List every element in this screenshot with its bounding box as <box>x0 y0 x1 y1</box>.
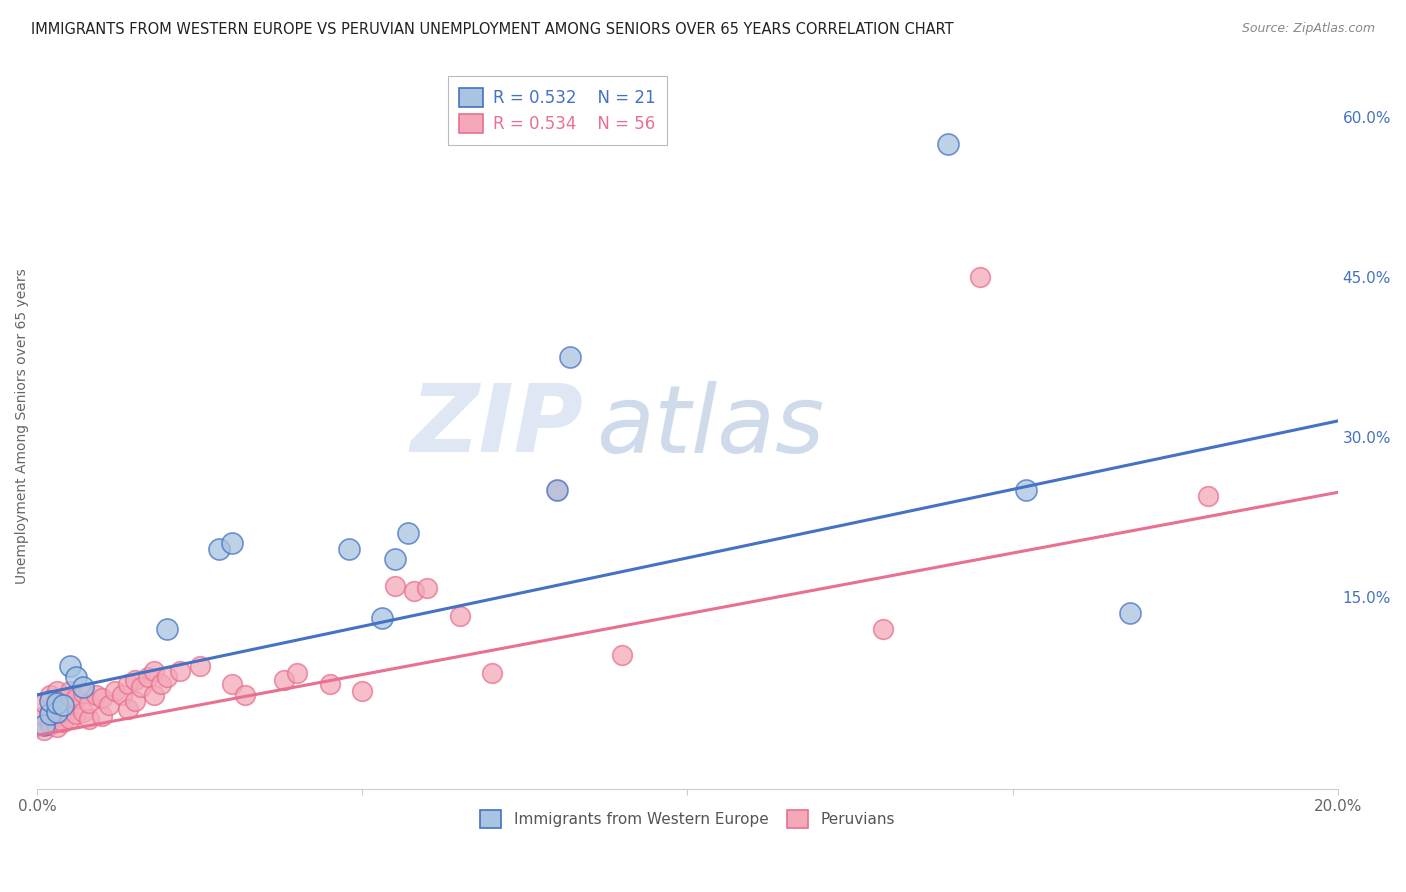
Point <box>143 665 166 679</box>
Text: IMMIGRANTS FROM WESTERN EUROPE VS PERUVIAN UNEMPLOYMENT AMONG SENIORS OVER 65 YE: IMMIGRANTS FROM WESTERN EUROPE VS PERUVI… <box>31 22 953 37</box>
Legend: Immigrants from Western Europe, Peruvians: Immigrants from Western Europe, Peruvian… <box>472 802 903 835</box>
Point <box>319 677 342 691</box>
Point <box>273 673 295 687</box>
Point <box>32 709 55 723</box>
Point <box>32 717 55 731</box>
Point <box>32 723 55 737</box>
Point <box>72 686 94 700</box>
Point <box>52 698 75 713</box>
Point <box>1118 606 1140 620</box>
Point <box>136 670 159 684</box>
Point <box>384 552 406 566</box>
Point <box>65 670 87 684</box>
Point <box>396 525 419 540</box>
Point <box>612 648 634 663</box>
Point <box>39 688 62 702</box>
Point <box>111 688 134 702</box>
Point <box>352 683 374 698</box>
Point <box>384 579 406 593</box>
Point <box>59 659 82 673</box>
Point <box>79 712 101 726</box>
Point <box>546 483 568 498</box>
Point <box>371 611 394 625</box>
Point <box>221 677 243 691</box>
Point <box>131 681 153 695</box>
Point <box>1014 483 1036 498</box>
Point <box>32 696 55 710</box>
Point <box>91 709 114 723</box>
Point <box>52 690 75 705</box>
Text: ZIP: ZIP <box>411 380 583 472</box>
Point <box>449 609 471 624</box>
Point <box>124 694 146 708</box>
Point <box>188 659 211 673</box>
Point <box>72 681 94 695</box>
Point <box>287 666 309 681</box>
Text: Source: ZipAtlas.com: Source: ZipAtlas.com <box>1241 22 1375 36</box>
Point <box>969 270 991 285</box>
Point <box>221 536 243 550</box>
Point <box>416 581 439 595</box>
Point <box>936 136 959 151</box>
Point <box>39 717 62 731</box>
Point <box>45 705 67 719</box>
Point <box>560 350 582 364</box>
Point <box>872 622 894 636</box>
Point <box>84 688 107 702</box>
Point <box>59 698 82 713</box>
Point <box>156 622 179 636</box>
Point <box>65 690 87 705</box>
Point <box>104 683 127 698</box>
Point <box>45 683 67 698</box>
Point <box>91 690 114 705</box>
Point <box>339 541 361 556</box>
Point <box>546 483 568 498</box>
Point <box>169 665 191 679</box>
Point <box>1197 489 1219 503</box>
Point <box>45 696 67 710</box>
Point <box>45 696 67 710</box>
Point <box>208 541 231 556</box>
Point <box>97 698 120 713</box>
Text: atlas: atlas <box>596 381 825 472</box>
Y-axis label: Unemployment Among Seniors over 65 years: Unemployment Among Seniors over 65 years <box>15 268 30 584</box>
Point <box>117 701 139 715</box>
Point <box>404 584 426 599</box>
Point <box>149 677 172 691</box>
Point <box>39 705 62 719</box>
Point <box>481 666 503 681</box>
Point <box>79 696 101 710</box>
Point <box>52 705 75 719</box>
Point <box>59 683 82 698</box>
Point <box>72 705 94 719</box>
Point <box>235 688 257 702</box>
Point <box>65 706 87 721</box>
Point <box>59 712 82 726</box>
Point <box>156 670 179 684</box>
Point <box>52 715 75 730</box>
Point <box>143 688 166 702</box>
Point <box>117 677 139 691</box>
Point <box>39 706 62 721</box>
Point <box>45 709 67 723</box>
Point <box>124 673 146 687</box>
Point <box>45 720 67 734</box>
Point <box>39 694 62 708</box>
